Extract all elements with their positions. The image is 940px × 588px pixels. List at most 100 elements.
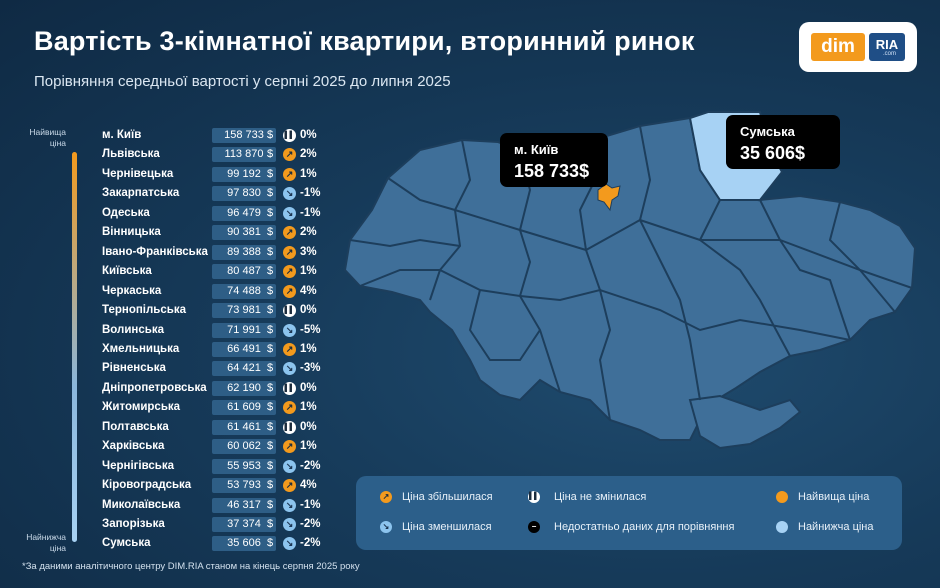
table-row: Закарпатська 97 830 $ ↘ -1%: [0, 184, 340, 203]
currency-sign: $: [267, 226, 274, 239]
price-value: 89 388: [212, 244, 276, 260]
change-percent: 2%: [300, 226, 317, 239]
pause-icon: ▌▌: [283, 381, 296, 395]
table-row: Черкаська 74 488 $ ↗ 4%: [0, 282, 340, 301]
arrow-up-right-icon: ↗: [380, 491, 392, 503]
table-row: Одеська 96 479 $ ↘ -1%: [0, 204, 340, 223]
table-row: Миколаївська 46 317 $ ↘ -1%: [0, 496, 340, 515]
region-name: Рівненська: [102, 362, 166, 375]
arrow-up-right-icon: ↗: [283, 284, 296, 298]
currency-sign: $: [267, 401, 274, 414]
change-percent: 0%: [300, 381, 317, 394]
change-percent: 1%: [300, 265, 317, 278]
legend-lowest-label: Найнижча ціна: [798, 521, 874, 533]
arrow-up-right-icon: ↗: [283, 245, 296, 259]
currency-sign: $: [267, 304, 274, 317]
currency-sign: $: [267, 245, 274, 258]
dim-ria-logo[interactable]: dim RIA .com: [799, 22, 917, 72]
price-value: 158 733: [212, 128, 276, 143]
price-value: 73 981: [212, 303, 276, 319]
change-percent: -1%: [300, 187, 321, 200]
currency-sign: $: [267, 362, 274, 375]
arrow-down-right-icon: ↘: [283, 537, 296, 551]
change-percent: 3%: [300, 245, 317, 258]
footnote: *За даними аналітичного центру DIM.RIA с…: [22, 561, 360, 572]
callout-kyiv: м. Київ 158 733$: [500, 133, 608, 187]
table-row: Івано-Франківська 89 388 $ ↗ 3%: [0, 243, 340, 262]
region-name: Івано-Франківська: [102, 245, 208, 258]
arrow-up-right-icon: ↗: [283, 148, 296, 162]
region-name: Львівська: [102, 148, 160, 161]
change-percent: -1%: [300, 206, 321, 219]
price-value: 53 793: [212, 478, 276, 494]
callout-sumy-value: 35 606$: [740, 143, 806, 163]
region-name: Запорізька: [102, 518, 165, 530]
table-row: Волинська 71 991 $ ↘ -5%: [0, 321, 340, 340]
price-value: 113 870: [212, 147, 276, 163]
region-name: Закарпатська: [102, 187, 180, 200]
ukraine-map: [343, 111, 917, 450]
price-value: 99 192: [212, 166, 276, 182]
price-value: 74 488: [212, 283, 276, 299]
price-value: 62 190: [212, 380, 276, 396]
arrow-down-right-icon: ↘: [283, 187, 296, 201]
region-name: Чернігівська: [102, 459, 175, 472]
callout-sumy-name: Сумська: [740, 124, 795, 139]
currency-sign: $: [267, 518, 274, 530]
change-percent: 0%: [300, 304, 317, 317]
change-percent: -5%: [300, 323, 321, 336]
region-name: Миколаївська: [102, 498, 181, 511]
price-value: 55 953: [212, 458, 276, 474]
change-percent: 4%: [300, 284, 317, 297]
table-row: Львівська 113 870 $ ↗ 2%: [0, 145, 340, 164]
currency-sign: $: [267, 206, 274, 219]
region-name: Кіровоградська: [102, 479, 192, 492]
legend-same-label: Ціна не змінилася: [554, 491, 647, 503]
lowest-dot-icon: [776, 521, 788, 533]
change-percent: 4%: [300, 479, 317, 492]
price-value: 96 479: [212, 205, 276, 221]
change-percent: 0%: [300, 129, 317, 141]
arrow-up-right-icon: ↗: [283, 401, 296, 415]
pause-icon: ▌▌: [283, 420, 296, 434]
region-name: Одеська: [102, 206, 150, 219]
table-row: Вінницька 90 381 $ ↗ 2%: [0, 223, 340, 242]
price-value: 61 461: [212, 419, 276, 435]
table-row: Запорізька 37 374 $ ↘ -2%: [0, 515, 340, 534]
legend-highest-label: Найвища ціна: [798, 491, 870, 503]
table-row: Чернівецька 99 192 $ ↗ 1%: [0, 165, 340, 184]
region-name: Сумська: [102, 537, 151, 550]
region-name: Вінницька: [102, 226, 161, 239]
price-value: 66 491: [212, 341, 276, 357]
price-value: 46 317: [212, 497, 276, 513]
currency-sign: $: [267, 342, 274, 355]
minus-icon: −: [528, 521, 540, 533]
region-name: м. Київ: [102, 129, 142, 141]
arrow-down-right-icon: ↘: [283, 362, 296, 376]
price-value: 90 381: [212, 225, 276, 241]
scale-top-label: Найвища ціна: [29, 127, 66, 148]
logo-com-text: .com: [883, 51, 897, 57]
price-value: 97 830: [212, 186, 276, 202]
change-percent: 1%: [300, 401, 317, 414]
legend-box: ↗ Ціна збільшилася ↘ Ціна зменшилася ▌▌ …: [356, 476, 902, 550]
callout-kyiv-value: 158 733$: [514, 161, 590, 181]
callout-kyiv-name: м. Київ: [514, 142, 559, 157]
currency-sign: $: [267, 323, 274, 336]
price-value: 80 487: [212, 264, 276, 280]
table-row: м. Київ 158 733 $ ▌▌ 0%: [0, 126, 340, 145]
map-crimea: [688, 394, 802, 450]
table-row: Хмельницька 66 491 $ ↗ 1%: [0, 340, 340, 359]
page-title: Вартість 3-кімнатної квартири, вторинний…: [34, 26, 695, 56]
arrow-up-right-icon: ↗: [283, 265, 296, 279]
price-value: 71 991: [212, 322, 276, 338]
currency-sign: $: [267, 148, 274, 161]
map-region-borders: [349, 117, 913, 421]
legend-nodata-label: Недостатньо даних для порівняння: [554, 521, 735, 533]
currency-sign: $: [267, 498, 274, 511]
change-percent: 0%: [300, 420, 317, 433]
region-name: Тернопільська: [102, 304, 186, 317]
arrow-up-right-icon: ↗: [283, 440, 296, 454]
change-percent: -2%: [300, 459, 321, 472]
arrow-up-right-icon: ↗: [283, 226, 296, 240]
